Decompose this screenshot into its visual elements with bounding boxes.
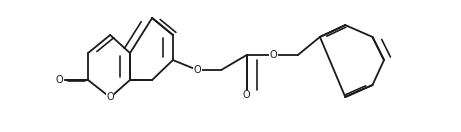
Text: O: O [194, 65, 201, 75]
Text: O: O [55, 75, 63, 85]
Text: O: O [106, 92, 114, 102]
Text: O: O [270, 50, 277, 60]
Text: O: O [243, 90, 250, 100]
